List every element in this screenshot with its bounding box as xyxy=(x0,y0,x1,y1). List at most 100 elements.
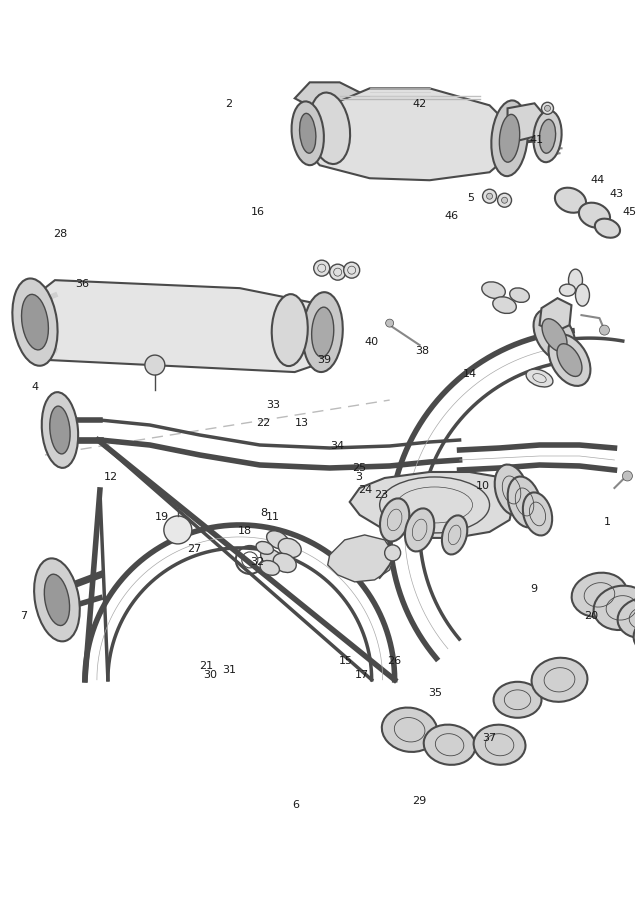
Text: 24: 24 xyxy=(358,485,373,496)
Text: 1: 1 xyxy=(604,517,611,526)
Text: 31: 31 xyxy=(222,665,236,675)
Ellipse shape xyxy=(572,572,627,617)
Circle shape xyxy=(600,325,609,335)
Text: 27: 27 xyxy=(187,544,201,554)
Text: 15: 15 xyxy=(340,656,354,666)
Text: 45: 45 xyxy=(622,207,636,217)
Ellipse shape xyxy=(493,297,516,313)
Text: 8: 8 xyxy=(260,508,267,518)
Ellipse shape xyxy=(300,113,316,153)
Text: 36: 36 xyxy=(76,279,90,289)
Ellipse shape xyxy=(382,707,438,751)
Ellipse shape xyxy=(260,561,279,575)
Circle shape xyxy=(544,105,551,112)
Circle shape xyxy=(502,197,508,203)
Text: 43: 43 xyxy=(609,189,623,199)
Text: 40: 40 xyxy=(364,338,379,347)
Ellipse shape xyxy=(633,615,636,655)
Ellipse shape xyxy=(494,682,541,718)
Ellipse shape xyxy=(549,334,590,386)
Polygon shape xyxy=(294,82,360,111)
Text: 2: 2 xyxy=(225,99,232,109)
Text: 29: 29 xyxy=(412,796,427,806)
Circle shape xyxy=(385,320,394,327)
Ellipse shape xyxy=(532,658,588,702)
Ellipse shape xyxy=(593,586,636,630)
Circle shape xyxy=(487,194,492,199)
Text: 33: 33 xyxy=(266,400,280,410)
Ellipse shape xyxy=(34,558,80,642)
Ellipse shape xyxy=(618,598,636,638)
Text: 39: 39 xyxy=(317,356,331,365)
Polygon shape xyxy=(539,298,572,332)
Ellipse shape xyxy=(508,476,541,527)
Ellipse shape xyxy=(424,724,476,765)
Ellipse shape xyxy=(256,542,273,554)
Ellipse shape xyxy=(380,499,410,542)
Text: 6: 6 xyxy=(292,800,299,810)
Text: 37: 37 xyxy=(482,733,496,742)
Text: 3: 3 xyxy=(356,472,363,482)
Text: 18: 18 xyxy=(238,526,252,536)
Text: 16: 16 xyxy=(251,207,265,217)
Ellipse shape xyxy=(442,516,467,554)
Ellipse shape xyxy=(542,319,567,352)
Ellipse shape xyxy=(273,554,296,572)
Text: 12: 12 xyxy=(104,472,118,482)
Ellipse shape xyxy=(272,294,308,366)
Ellipse shape xyxy=(303,292,343,372)
Polygon shape xyxy=(328,535,395,582)
Text: 26: 26 xyxy=(387,656,401,666)
Circle shape xyxy=(329,265,346,280)
Text: 17: 17 xyxy=(355,670,370,680)
Polygon shape xyxy=(508,104,544,140)
Text: 35: 35 xyxy=(428,688,442,698)
Text: 10: 10 xyxy=(476,481,490,491)
Text: 23: 23 xyxy=(374,490,389,500)
Ellipse shape xyxy=(12,278,58,365)
Ellipse shape xyxy=(495,464,529,516)
Circle shape xyxy=(145,356,165,375)
Text: 38: 38 xyxy=(415,346,430,356)
Ellipse shape xyxy=(405,508,434,552)
Ellipse shape xyxy=(539,120,556,153)
Text: 25: 25 xyxy=(352,463,366,473)
Ellipse shape xyxy=(474,724,525,765)
Circle shape xyxy=(541,103,553,114)
Circle shape xyxy=(343,262,360,278)
Text: 42: 42 xyxy=(412,99,427,109)
Ellipse shape xyxy=(557,344,582,376)
Ellipse shape xyxy=(45,574,69,626)
Text: 30: 30 xyxy=(203,670,217,680)
Ellipse shape xyxy=(555,188,586,212)
Ellipse shape xyxy=(22,294,48,350)
Ellipse shape xyxy=(42,392,78,468)
Text: 13: 13 xyxy=(295,418,309,428)
Polygon shape xyxy=(22,280,335,372)
Ellipse shape xyxy=(569,269,583,291)
Text: 5: 5 xyxy=(467,194,474,203)
Ellipse shape xyxy=(576,284,590,306)
Text: 9: 9 xyxy=(530,584,537,594)
Text: 20: 20 xyxy=(584,611,598,621)
Ellipse shape xyxy=(526,369,553,387)
Text: 4: 4 xyxy=(31,382,39,392)
Text: 21: 21 xyxy=(200,661,214,670)
Text: 44: 44 xyxy=(590,176,604,185)
Circle shape xyxy=(314,260,329,276)
Ellipse shape xyxy=(266,531,289,549)
Ellipse shape xyxy=(509,288,529,302)
Text: 34: 34 xyxy=(329,440,344,451)
Text: 14: 14 xyxy=(463,369,477,379)
Ellipse shape xyxy=(579,202,610,228)
Text: 28: 28 xyxy=(53,230,67,239)
Ellipse shape xyxy=(499,114,520,162)
Ellipse shape xyxy=(278,538,301,557)
Ellipse shape xyxy=(309,93,350,164)
Text: 32: 32 xyxy=(251,557,265,567)
Text: 46: 46 xyxy=(444,212,458,221)
Ellipse shape xyxy=(492,101,528,176)
Ellipse shape xyxy=(291,102,324,166)
Ellipse shape xyxy=(534,111,562,162)
Ellipse shape xyxy=(523,492,552,536)
